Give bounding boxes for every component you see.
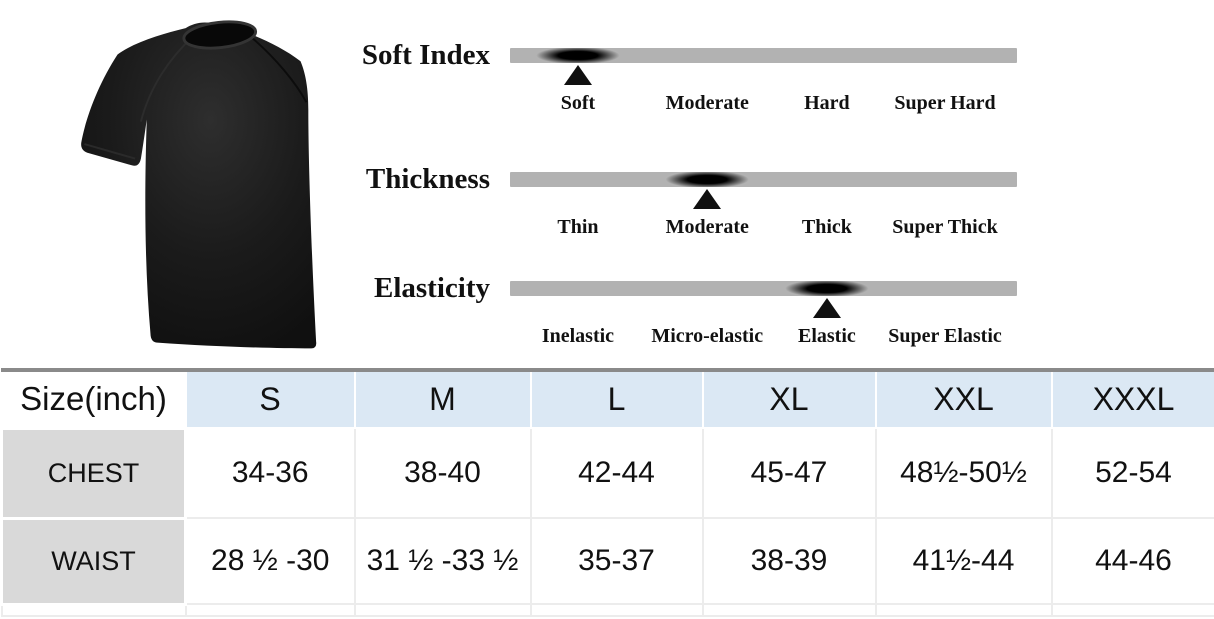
waist-value-m: 31 ½ -33 ½ bbox=[353, 517, 532, 605]
tshirt-body bbox=[81, 22, 317, 349]
elasticity-scale: Inelastic Micro-elastic Elastic Super El… bbox=[510, 281, 1017, 353]
table-row-chest: CHEST 34-36 38-40 42-44 45-47 48½-50½ 52… bbox=[0, 426, 1214, 520]
thickness-scale: Thin Moderate Thick Super Thick bbox=[510, 172, 1017, 244]
thickness-levels: Thin Moderate Thick Super Thick bbox=[510, 216, 1017, 242]
level-label: Thin bbox=[557, 216, 599, 238]
level-label: Moderate bbox=[665, 92, 749, 114]
elasticity-title: Elasticity bbox=[374, 272, 490, 304]
level-label: Thick bbox=[801, 216, 852, 238]
thickness-gradient-bar bbox=[510, 172, 1017, 187]
size-chart-header-row: Size(inch) S M L XL XXL XXXL bbox=[0, 369, 1214, 429]
waist-value-xl: 38-39 bbox=[701, 517, 877, 605]
tshirt-sleeve-cuff bbox=[84, 143, 136, 160]
thickness-marker-triangle-icon bbox=[693, 189, 722, 209]
size-chart: Size(inch) S M L XL XXL XXXL CHEST 34-36… bbox=[0, 368, 1214, 619]
tshirt-raglan-seam-right bbox=[249, 35, 308, 103]
chest-value-xl: 45-47 bbox=[701, 427, 877, 519]
soft-index-marker-triangle-icon bbox=[563, 65, 592, 85]
level-label: Moderate bbox=[665, 216, 749, 238]
waist-row-label: WAIST bbox=[0, 516, 187, 606]
chest-value-l: 42-44 bbox=[529, 427, 704, 519]
soft-index-gradient-bar bbox=[510, 48, 1017, 63]
tshirt-collar bbox=[182, 20, 258, 50]
table-row-waist: WAIST 28 ½ -30 31 ½ -33 ½ 35-37 38-39 41… bbox=[0, 516, 1214, 606]
waist-value-xxl: 41½-44 bbox=[874, 517, 1053, 605]
level-label: Super Elastic bbox=[888, 325, 1002, 347]
size-column-m: M bbox=[353, 369, 532, 429]
waist-value-s: 28 ½ -30 bbox=[184, 517, 356, 605]
elasticity-marker-triangle-icon bbox=[812, 298, 841, 318]
tshirt-product-image bbox=[81, 20, 317, 349]
chest-value-xxxl: 52-54 bbox=[1050, 427, 1214, 519]
soft-index-scale: Soft Moderate Hard Super Hard bbox=[510, 48, 1017, 120]
thickness-title: Thickness bbox=[365, 163, 490, 195]
level-label: Hard bbox=[804, 92, 850, 114]
size-column-xxl: XXL bbox=[874, 369, 1053, 429]
level-label: Super Hard bbox=[894, 92, 996, 114]
level-label: Micro-elastic bbox=[651, 325, 764, 347]
elasticity-levels: Inelastic Micro-elastic Elastic Super El… bbox=[510, 325, 1017, 351]
size-column-l: L bbox=[529, 369, 704, 429]
level-label: Elastic bbox=[797, 325, 856, 347]
waist-value-xxxl: 44-46 bbox=[1050, 517, 1214, 605]
size-unit-label: Size(inch) bbox=[0, 369, 187, 429]
size-column-xxxl: XXXL bbox=[1050, 369, 1214, 429]
elasticity-gradient-bar bbox=[510, 281, 1017, 296]
chest-value-m: 38-40 bbox=[353, 427, 532, 519]
size-column-s: S bbox=[184, 369, 356, 429]
size-chart-table: Size(inch) S M L XL XXL XXXL CHEST 34-36… bbox=[0, 368, 1214, 617]
level-label: Inelastic bbox=[541, 325, 615, 347]
level-label: Super Thick bbox=[892, 216, 998, 238]
chest-row-label: CHEST bbox=[0, 426, 187, 520]
size-column-xl: XL bbox=[701, 369, 877, 429]
chest-value-s: 34-36 bbox=[184, 427, 356, 519]
level-label: Soft bbox=[560, 92, 596, 114]
chest-value-xxl: 48½-50½ bbox=[874, 427, 1053, 519]
soft-index-title: Soft Index bbox=[361, 39, 490, 71]
waist-value-l: 35-37 bbox=[529, 517, 704, 605]
soft-index-levels: Soft Moderate Hard Super Hard bbox=[510, 92, 1017, 118]
table-row-partial bbox=[0, 603, 1214, 617]
